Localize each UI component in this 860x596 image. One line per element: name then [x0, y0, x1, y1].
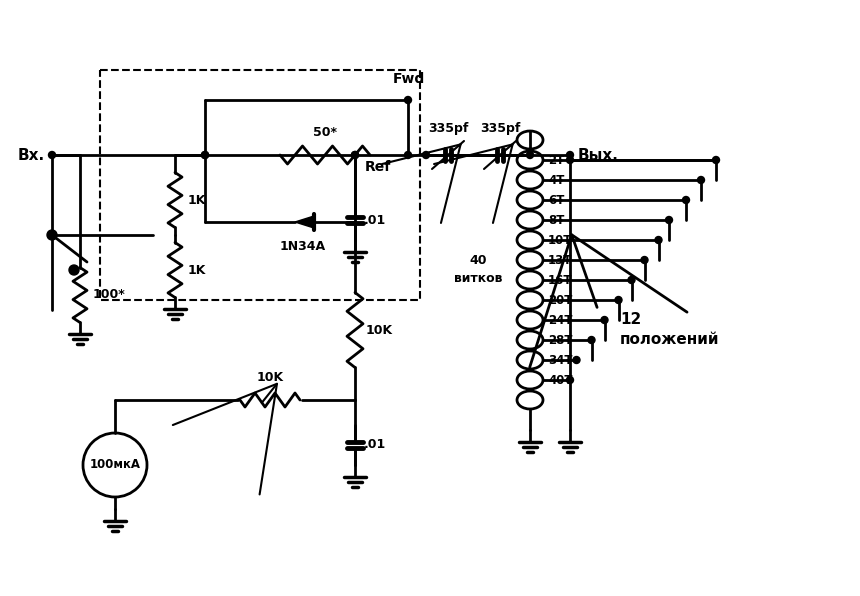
- Polygon shape: [295, 216, 314, 228]
- Circle shape: [573, 356, 580, 364]
- Text: 34T: 34T: [548, 353, 573, 367]
- Text: Fwd: Fwd: [393, 72, 425, 86]
- Text: 10K: 10K: [256, 371, 284, 384]
- Circle shape: [404, 97, 411, 104]
- Text: 8T: 8T: [548, 213, 564, 226]
- Circle shape: [655, 237, 662, 244]
- Text: 12: 12: [620, 312, 642, 327]
- Circle shape: [352, 151, 359, 159]
- Text: 16T: 16T: [548, 274, 573, 287]
- Text: 4T: 4T: [548, 173, 564, 187]
- Text: 50*: 50*: [313, 126, 337, 139]
- Circle shape: [201, 151, 208, 159]
- Text: 20T: 20T: [548, 293, 573, 306]
- Text: .01: .01: [364, 439, 386, 452]
- Circle shape: [526, 151, 533, 159]
- Text: 40: 40: [470, 253, 487, 266]
- Text: 10T: 10T: [548, 234, 573, 247]
- Circle shape: [697, 176, 704, 184]
- Text: 1K: 1K: [188, 263, 206, 277]
- Circle shape: [422, 151, 429, 159]
- Circle shape: [712, 157, 720, 163]
- Text: 10K: 10K: [366, 324, 393, 337]
- Text: 13T: 13T: [548, 253, 573, 266]
- Circle shape: [628, 277, 635, 284]
- Text: 6T: 6T: [548, 194, 564, 206]
- Text: 1K: 1K: [188, 194, 206, 206]
- Text: 2T: 2T: [548, 154, 564, 166]
- Text: .01: .01: [364, 213, 386, 226]
- Circle shape: [48, 151, 56, 159]
- Text: Ref: Ref: [365, 160, 391, 174]
- Circle shape: [567, 377, 574, 383]
- Circle shape: [683, 197, 690, 203]
- Circle shape: [47, 230, 57, 240]
- Circle shape: [69, 265, 79, 275]
- Circle shape: [567, 157, 574, 163]
- Circle shape: [567, 151, 574, 159]
- Text: Вх.: Вх.: [18, 147, 45, 163]
- Circle shape: [615, 296, 622, 303]
- Circle shape: [588, 337, 595, 343]
- Text: 100мкА: 100мкА: [89, 458, 140, 471]
- Text: 40T: 40T: [548, 374, 573, 386]
- Text: положений: положений: [620, 333, 720, 347]
- Circle shape: [404, 151, 411, 159]
- Text: 1N34A: 1N34A: [280, 240, 326, 253]
- Text: 335pf: 335pf: [427, 122, 468, 135]
- Circle shape: [641, 256, 648, 263]
- Text: 24T: 24T: [548, 313, 573, 327]
- Text: 335pf: 335pf: [480, 122, 520, 135]
- Text: 28T: 28T: [548, 334, 573, 346]
- Circle shape: [201, 151, 208, 159]
- Text: 100*: 100*: [93, 288, 126, 302]
- Text: витков: витков: [454, 272, 502, 284]
- Circle shape: [601, 316, 608, 324]
- Text: Вых.: Вых.: [578, 147, 619, 163]
- Circle shape: [352, 151, 359, 159]
- Circle shape: [666, 216, 673, 224]
